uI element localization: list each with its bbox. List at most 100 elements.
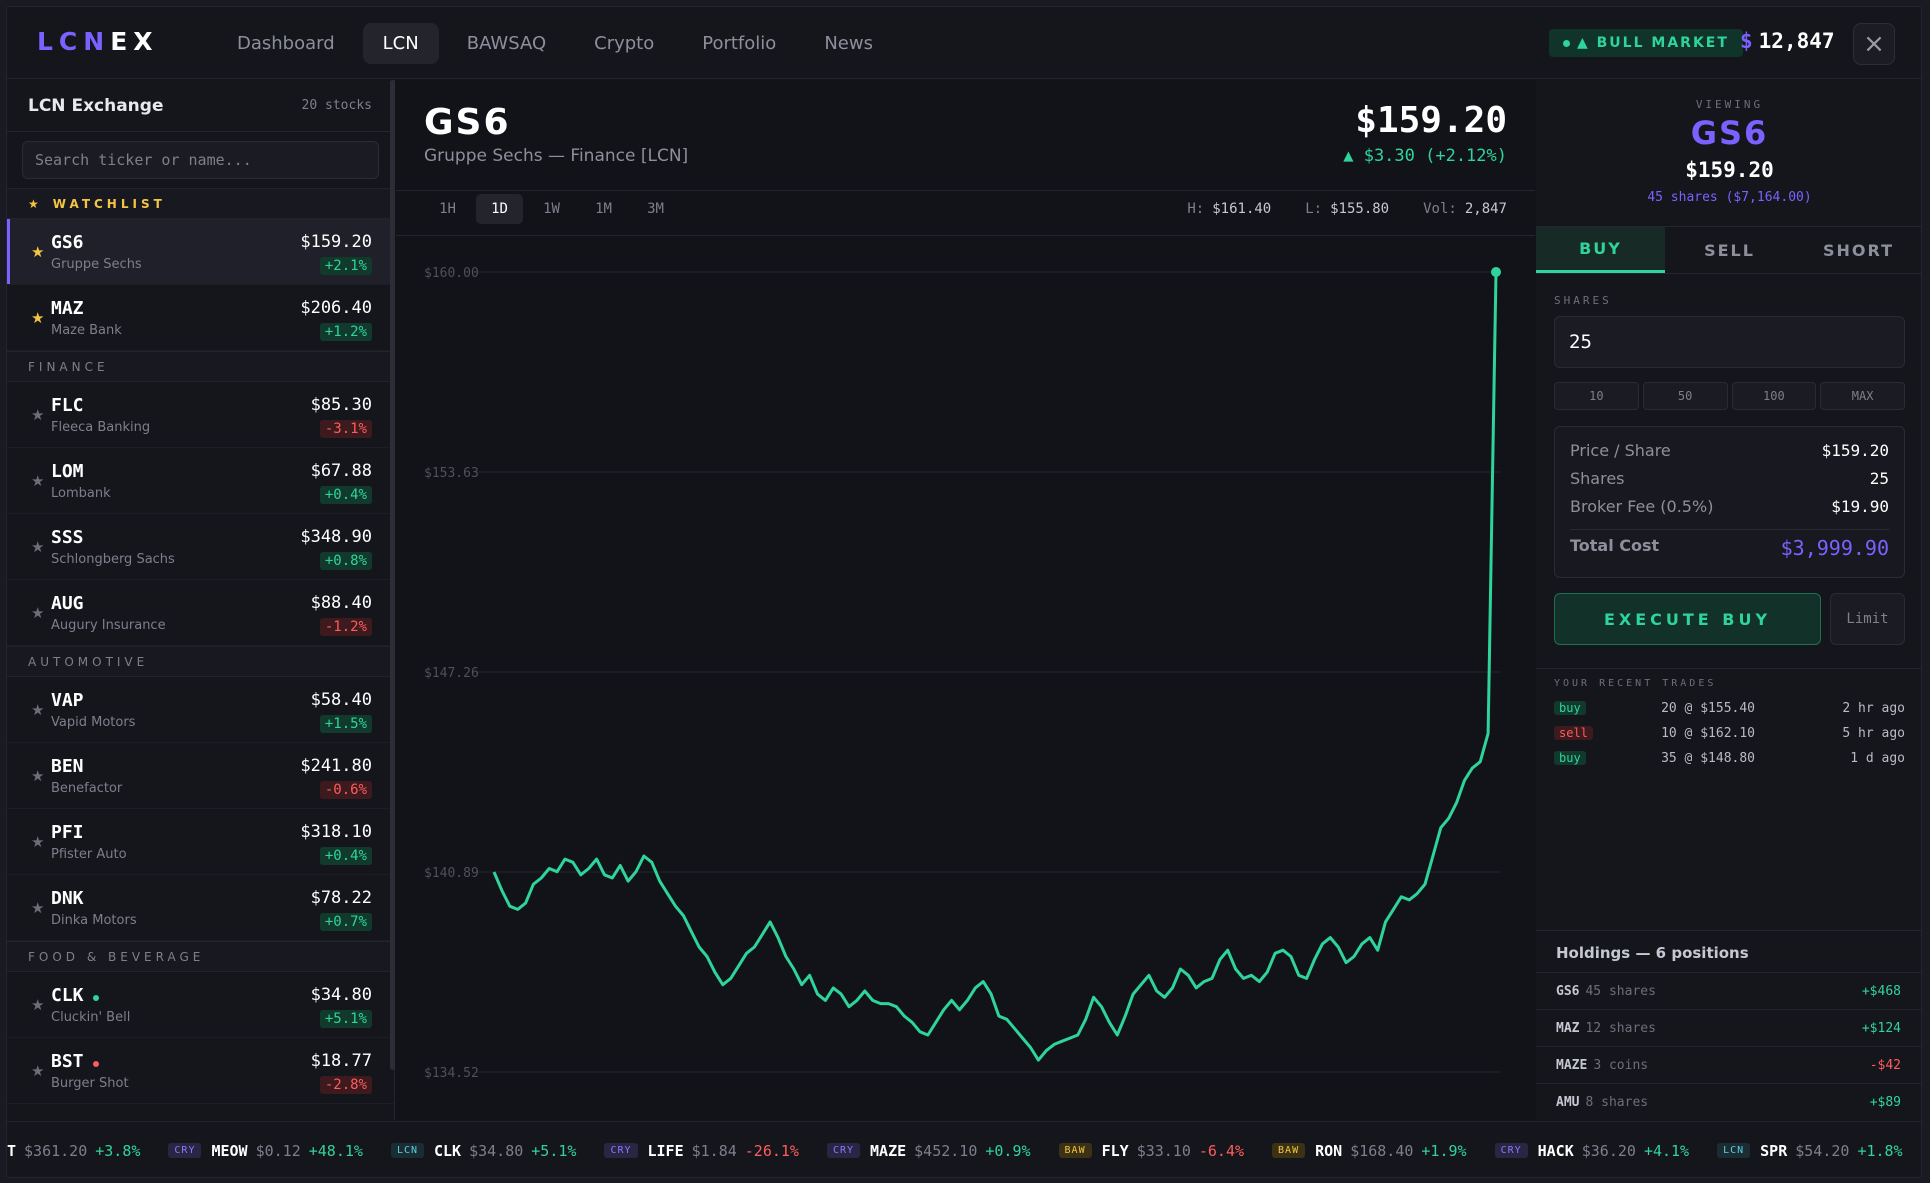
stock-subtitle: Gruppe Sechs — Finance [LCN] bbox=[424, 146, 689, 166]
timeframe-3m[interactable]: 3M bbox=[647, 201, 664, 217]
star-icon[interactable]: ★ bbox=[31, 996, 45, 1014]
tape-item[interactable]: BAW RON $168.40 +1.9% bbox=[1272, 1142, 1467, 1160]
timeframe-1w[interactable]: 1W bbox=[543, 201, 560, 217]
sidebar-scrollbar[interactable] bbox=[390, 80, 395, 1070]
trade-side-badge: buy bbox=[1554, 751, 1586, 765]
stock-row-maz[interactable]: ★ MAZ Maze Bank $206.40 +1.2% bbox=[7, 285, 394, 351]
stock-ticker: DNK bbox=[51, 888, 84, 909]
tape-change: +5.1% bbox=[531, 1141, 577, 1160]
tab-sell[interactable]: SELL bbox=[1704, 240, 1755, 260]
timeframe-1d[interactable]: 1D bbox=[476, 194, 523, 224]
star-icon[interactable]: ★ bbox=[31, 472, 45, 490]
stock-change: -1.2% bbox=[319, 618, 372, 636]
stock-price: $18.77 bbox=[310, 1051, 372, 1071]
stock-row-lom[interactable]: ★ LOM Lombank $67.88 +0.4% bbox=[7, 448, 394, 514]
quick-amount-10[interactable]: 10 bbox=[1554, 382, 1639, 410]
star-icon[interactable]: ★ bbox=[31, 833, 45, 851]
star-icon[interactable]: ★ bbox=[31, 701, 45, 719]
nav-item-lcn[interactable]: LCN bbox=[362, 23, 439, 64]
star-icon[interactable]: ★ bbox=[31, 1062, 45, 1080]
exchange-badge: CRY bbox=[1494, 1143, 1528, 1158]
tape-price: $168.40 bbox=[1350, 1141, 1414, 1160]
price-chart[interactable]: $160.00 $153.63 $147.26 $140.89 $134.52 bbox=[396, 235, 1535, 1120]
tape-price: $361.20 bbox=[24, 1141, 88, 1160]
star-icon[interactable]: ★ bbox=[31, 406, 45, 424]
stat-volume: Vol: 2,847 bbox=[1423, 201, 1507, 217]
tape-ticker: HACK bbox=[1537, 1141, 1574, 1160]
star-icon[interactable]: ★ bbox=[31, 767, 45, 785]
trade-quantity: 20 @ $155.40 bbox=[1661, 701, 1755, 716]
chart-panel: GS6 Gruppe Sechs — Finance [LCN] $159.20… bbox=[396, 80, 1535, 1120]
tape-item[interactable]: T $361.20 +3.8% bbox=[7, 1142, 140, 1160]
quick-amount-max[interactable]: MAX bbox=[1820, 382, 1905, 410]
trade-time: 1 d ago bbox=[1850, 751, 1905, 766]
nav-item-news[interactable]: News bbox=[824, 33, 873, 54]
stock-change: +1.5% bbox=[319, 715, 372, 733]
holding-pl: +$89 bbox=[1869, 1094, 1901, 1110]
star-icon[interactable]: ★ bbox=[31, 538, 45, 556]
stock-price: $78.22 bbox=[310, 888, 372, 908]
shares-input[interactable]: 25 bbox=[1554, 316, 1905, 368]
stock-name: Maze Bank bbox=[51, 323, 122, 338]
tape-change: +48.1% bbox=[308, 1141, 363, 1160]
holding-quantity: 8 shares bbox=[1585, 1094, 1649, 1110]
nav-item-dashboard[interactable]: Dashboard bbox=[237, 33, 335, 54]
quick-amount-50[interactable]: 50 bbox=[1642, 382, 1728, 410]
tape-item[interactable]: CRY LIFE $1.84 -26.1% bbox=[604, 1142, 799, 1160]
stock-row-clk[interactable]: ★ CLK Cluckin' Bell $34.80 +5.1% bbox=[7, 972, 394, 1038]
execute-buy-button[interactable]: EXECUTE BUY bbox=[1554, 593, 1821, 645]
stock-row-vap[interactable]: ★ VAP Vapid Motors $58.40 +1.5% bbox=[7, 677, 394, 743]
timeframe-1h[interactable]: 1H bbox=[439, 201, 456, 217]
market-status-badge: ▲ BULL MARKET bbox=[1549, 29, 1743, 57]
nav-item-portfolio[interactable]: Portfolio bbox=[702, 33, 777, 54]
holding-row[interactable]: GS6 45 shares +$468 bbox=[1536, 972, 1921, 1009]
tape-price: $36.20 bbox=[1581, 1141, 1636, 1160]
summary-row: Broker Fee (0.5%) $19.90 bbox=[1570, 497, 1889, 516]
nav-item-bawsaq[interactable]: BAWSAQ bbox=[466, 33, 547, 54]
stock-row-dnk[interactable]: ★ DNK Dinka Motors $78.22 +0.7% bbox=[7, 875, 394, 941]
holding-pl: +$468 bbox=[1861, 983, 1901, 999]
stock-name: Benefactor bbox=[51, 781, 123, 796]
close-button[interactable]: × bbox=[1853, 23, 1895, 65]
stock-row-sss[interactable]: ★ SSS Schlongberg Sachs $348.90 +0.8% bbox=[7, 514, 394, 580]
stock-ticker: GS6 bbox=[51, 232, 84, 253]
tape-item[interactable]: LCN SPR $54.20 +1.8% bbox=[1717, 1142, 1903, 1160]
tab-short[interactable]: SHORT bbox=[1822, 240, 1895, 260]
stock-row-ben[interactable]: ★ BEN Benefactor $241.80 -0.6% bbox=[7, 743, 394, 809]
trade-row: sell 10 @ $162.10 5 hr ago bbox=[1554, 725, 1905, 745]
stock-price: $58.40 bbox=[310, 690, 372, 710]
star-icon[interactable]: ★ bbox=[31, 899, 45, 917]
divider bbox=[1536, 930, 1921, 931]
star-icon[interactable]: ★ bbox=[31, 243, 45, 261]
star-icon[interactable]: ★ bbox=[31, 604, 45, 622]
trade-quantity: 10 @ $162.10 bbox=[1661, 726, 1755, 741]
tab-buy[interactable]: BUY bbox=[1536, 227, 1665, 273]
stock-price: $318.10 bbox=[300, 822, 372, 842]
stock-name: Gruppe Sechs bbox=[51, 257, 142, 272]
exchange-badge: LCN bbox=[390, 1143, 424, 1158]
holding-row[interactable]: MAZE 3 coins -$42 bbox=[1536, 1046, 1921, 1083]
nav-item-crypto[interactable]: Crypto bbox=[594, 33, 655, 54]
stock-row-aug[interactable]: ★ AUG Augury Insurance $88.40 -1.2% bbox=[7, 580, 394, 646]
quick-amount-100[interactable]: 100 bbox=[1731, 382, 1817, 410]
summary-row: Shares 25 bbox=[1570, 469, 1889, 488]
stock-row-gs6[interactable]: ★ GS6 Gruppe Sechs $159.20 +2.1% bbox=[7, 219, 394, 285]
stock-row-pfi[interactable]: ★ PFI Pfister Auto $318.10 +0.4% bbox=[7, 809, 394, 875]
status-dot-icon bbox=[93, 1061, 99, 1067]
limit-button[interactable]: Limit bbox=[1830, 593, 1905, 645]
holding-row[interactable]: MAZ 12 shares +$124 bbox=[1536, 1009, 1921, 1046]
stock-row-flc[interactable]: ★ FLC Fleeca Banking $85.30 -3.1% bbox=[7, 382, 394, 448]
tape-item[interactable]: CRY MEOW $0.12 +48.1% bbox=[168, 1142, 363, 1160]
holding-row[interactable]: AMU 8 shares +$89 bbox=[1536, 1083, 1921, 1120]
stock-count: 20 stocks bbox=[301, 98, 372, 113]
search-input[interactable]: Search ticker or name... bbox=[22, 141, 379, 179]
tape-item[interactable]: LCN CLK $34.80 +5.1% bbox=[390, 1141, 577, 1160]
timeframe-1m[interactable]: 1M bbox=[595, 201, 612, 217]
stat-high: H: $161.40 bbox=[1187, 201, 1272, 217]
star-icon[interactable]: ★ bbox=[31, 309, 45, 327]
tape-item[interactable]: BAW FLY $33.10 -6.4% bbox=[1058, 1142, 1244, 1160]
stock-name: Cluckin' Bell bbox=[51, 1010, 131, 1025]
tape-item[interactable]: CRY HACK $36.20 +4.1% bbox=[1494, 1141, 1689, 1160]
tape-item[interactable]: CRY MAZE $452.10 +0.9% bbox=[826, 1142, 1031, 1160]
stock-row-bst[interactable]: ★ BST Burger Shot $18.77 -2.8% bbox=[7, 1038, 394, 1104]
